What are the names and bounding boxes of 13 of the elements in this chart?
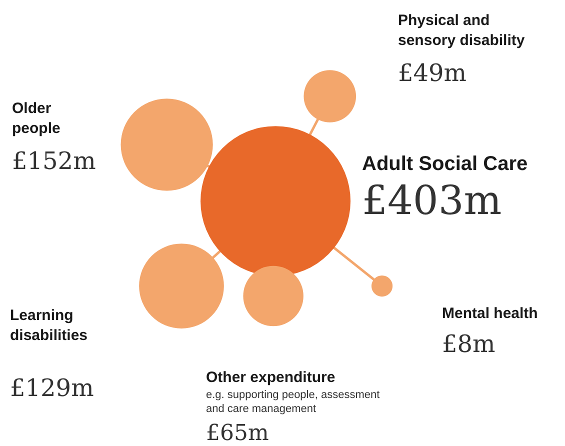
data-label: £65m xyxy=(206,421,269,446)
data-label: £129m xyxy=(10,374,94,402)
category-label: Learning disabilities xyxy=(10,307,88,344)
category-label: Other expenditure xyxy=(206,369,336,386)
category-label: Mental health xyxy=(442,305,538,322)
data-label: £49m xyxy=(398,59,467,87)
data-label: £152m xyxy=(12,147,96,175)
category-label: Physical and sensory disability xyxy=(398,12,526,49)
text: e.g. supporting people, assessment and care management xyxy=(206,389,380,415)
category-label: Adult Social Care xyxy=(362,153,528,175)
category-label: Older people xyxy=(12,100,60,137)
data-label: £8m xyxy=(442,330,496,358)
data-label: £403m xyxy=(362,178,502,224)
